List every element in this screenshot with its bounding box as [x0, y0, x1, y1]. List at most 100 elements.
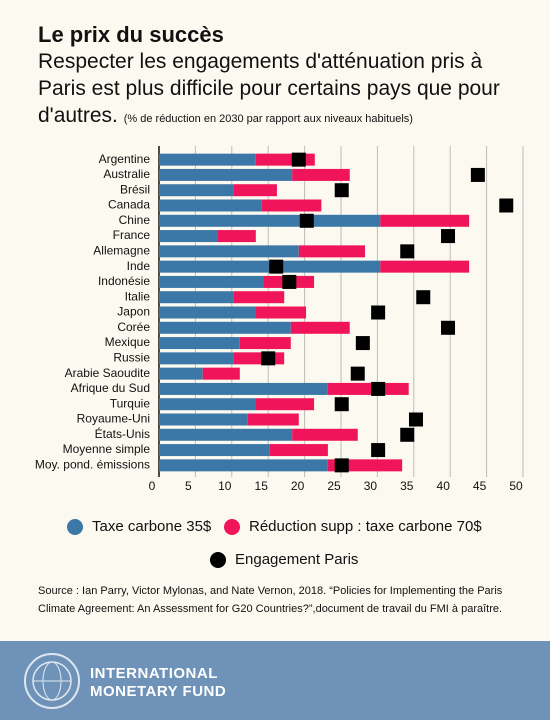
bar — [159, 444, 270, 457]
logo — [24, 653, 80, 709]
marker — [371, 305, 386, 320]
marker — [269, 259, 284, 274]
x-tick-label: 25 — [327, 479, 341, 493]
y-tick-label: France — [113, 228, 151, 242]
marker — [334, 458, 349, 473]
legend-swatch — [210, 552, 226, 568]
marker — [282, 274, 297, 289]
marker — [441, 320, 456, 335]
bar — [247, 413, 299, 426]
y-tick-label: Inde — [127, 259, 151, 273]
x-tick-label: 20 — [291, 479, 305, 493]
source: Source : Ian Parry, Victor Mylonas, and … — [38, 585, 503, 615]
y-tick-label: Moyenne simple — [63, 442, 151, 456]
bar — [159, 382, 328, 395]
bar — [159, 398, 256, 411]
bar — [159, 153, 256, 166]
marker — [371, 443, 386, 458]
y-tick-label: Canada — [108, 198, 150, 212]
marker — [355, 336, 370, 351]
x-tick-label: 30 — [364, 479, 378, 493]
marker — [416, 290, 431, 305]
y-tick-label: Russie — [113, 351, 150, 365]
y-tick-label: Chine — [119, 213, 151, 227]
bar — [159, 413, 248, 426]
x-tick-label: 40 — [437, 479, 451, 493]
chart-title: Le prix du succès — [38, 22, 224, 47]
bar — [159, 321, 291, 334]
marker — [408, 412, 423, 427]
bar — [255, 306, 307, 319]
x-tick-label: 10 — [218, 479, 232, 493]
bar — [233, 184, 277, 197]
y-tick-label: Mexique — [105, 335, 151, 349]
y-tick-label: Arabie Saoudite — [65, 366, 151, 380]
marker — [470, 167, 485, 182]
bar — [290, 321, 350, 334]
bar — [233, 352, 285, 365]
bar — [159, 245, 299, 258]
marker — [400, 427, 415, 442]
marker — [299, 213, 314, 228]
y-tick-label: Japon — [117, 305, 150, 319]
y-tick-label: Royaume-Uni — [77, 412, 150, 426]
bar — [159, 306, 256, 319]
y-tick-label: Italie — [125, 289, 151, 303]
y-tick-label: Australie — [103, 167, 150, 181]
bar — [261, 199, 322, 212]
bar — [159, 199, 262, 212]
subtitle: Respecter les engagements d'atténuation … — [38, 50, 500, 127]
x-tick-label: 5 — [185, 479, 192, 493]
marker — [334, 397, 349, 412]
bar — [159, 337, 240, 350]
bar — [159, 428, 293, 441]
bar — [292, 168, 350, 181]
y-tick-label: Moy. pond. émissions — [35, 458, 150, 472]
bar — [159, 367, 203, 380]
marker — [334, 183, 349, 198]
marker — [499, 198, 514, 213]
bar — [159, 459, 328, 472]
y-tick-label: Brésil — [120, 182, 150, 196]
bar — [159, 352, 234, 365]
bar — [217, 230, 256, 243]
marker — [400, 244, 415, 259]
bar — [269, 444, 328, 457]
y-tick-label: Afrique du Sud — [71, 381, 150, 395]
marker — [350, 366, 365, 381]
marker — [371, 381, 386, 396]
bar — [159, 230, 218, 243]
x-tick-label: 50 — [509, 479, 523, 493]
y-tick-label: Corée — [117, 320, 150, 334]
bar — [239, 337, 291, 350]
subtitle-block: Respecter les engagements d'atténuation … — [38, 48, 528, 133]
bar — [255, 153, 315, 166]
legend-label: Engagement Paris — [235, 551, 358, 568]
footer: INTERNATIONAL MONETARY FUND — [0, 641, 550, 720]
x-tick-label: 45 — [473, 479, 487, 493]
footer-line: INTERNATIONAL — [90, 665, 218, 682]
legend-swatch — [67, 519, 83, 535]
bar — [255, 398, 315, 411]
y-tick-label: Argentine — [99, 152, 151, 166]
bar — [202, 367, 240, 380]
x-tick-label: 15 — [255, 479, 269, 493]
bar — [233, 291, 285, 304]
marker — [291, 152, 306, 167]
marker — [441, 229, 456, 244]
footer-line: MONETARY FUND — [90, 683, 227, 700]
chart: 0 5 10 15 20 25 30 35 40 45 50 ArgentineAustralieBr… — [35, 146, 524, 568]
bar — [159, 275, 264, 288]
bar — [159, 214, 381, 227]
bar — [159, 168, 293, 181]
bar — [380, 260, 470, 273]
y-tick-label: États-Unis — [95, 426, 150, 441]
x-tick-label: 35 — [400, 479, 414, 493]
y-tick-label: Indonésie — [98, 274, 150, 288]
y-tick-label: Allemagne — [93, 244, 150, 258]
legend-swatch — [224, 519, 240, 535]
bar — [298, 245, 366, 258]
x-tick-label: 0 — [149, 479, 156, 493]
y-tick-label: Turquie — [110, 396, 151, 410]
